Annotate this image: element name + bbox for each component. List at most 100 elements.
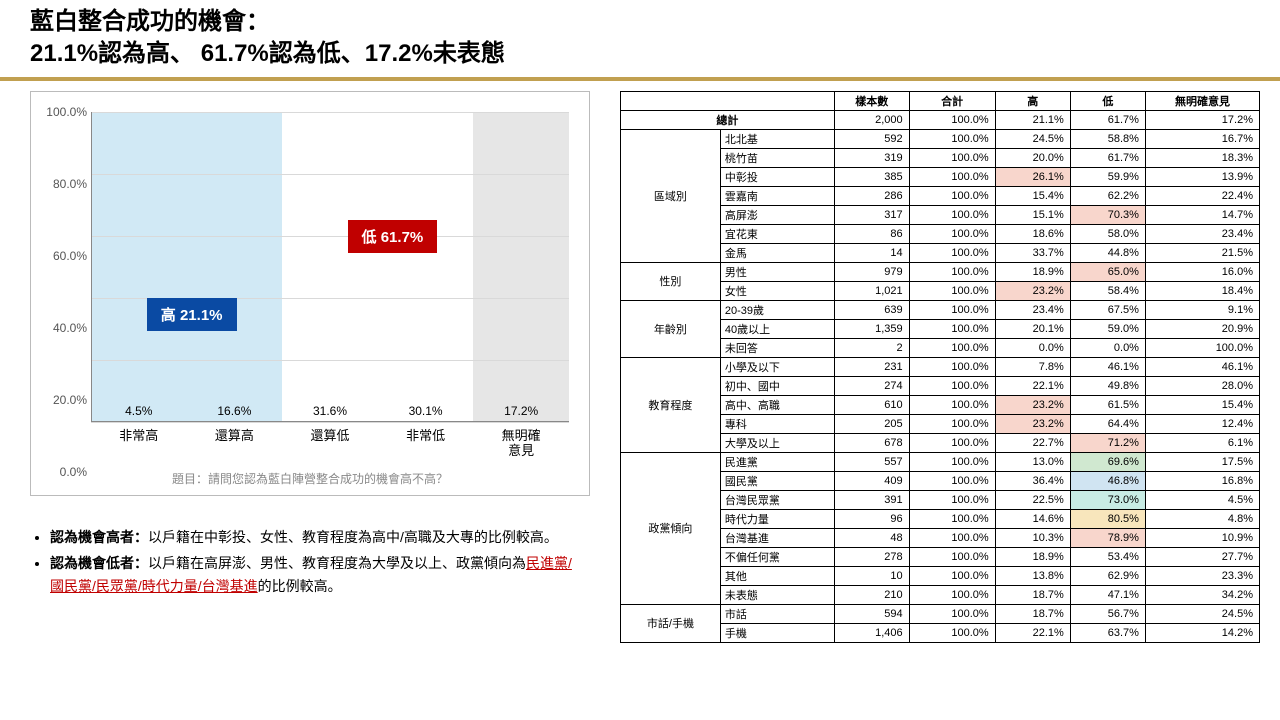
chart-caption: 題目：請問您認為藍白陣營整合成功的機會高不高？ (41, 462, 579, 489)
cell: 100.0% (909, 471, 995, 490)
row-label: 時代力量 (720, 509, 834, 528)
cell: 592 (834, 129, 909, 148)
cell: 100.0% (909, 433, 995, 452)
cell: 18.3% (1145, 148, 1259, 167)
y-tick: 100.0% (37, 105, 87, 119)
cell: 46.1% (1070, 357, 1145, 376)
cell: 59.0% (1070, 319, 1145, 338)
cell: 58.4% (1070, 281, 1145, 300)
cell: 100.0% (909, 604, 995, 623)
cell: 56.7% (1070, 604, 1145, 623)
cell: 61.5% (1070, 395, 1145, 414)
cell: 100.0% (909, 490, 995, 509)
group-label: 市話/手機 (621, 604, 721, 642)
bar-value-label: 16.6% (217, 404, 251, 418)
cell: 100.0% (909, 338, 995, 357)
cell: 210 (834, 585, 909, 604)
cell: 64.4% (1070, 414, 1145, 433)
cell: 100.0% (909, 528, 995, 547)
total-row-label: 總計 (621, 110, 835, 129)
cell: 100.0% (909, 148, 995, 167)
cell: 21.1% (995, 110, 1070, 129)
cell: 9.1% (1145, 300, 1259, 319)
cell: 48 (834, 528, 909, 547)
row-label: 初中、國中 (720, 376, 834, 395)
cell: 0.0% (995, 338, 1070, 357)
cell: 18.6% (995, 224, 1070, 243)
y-tick: 20.0% (37, 393, 87, 407)
x-category-label: 非常高 (91, 424, 187, 462)
cell: 86 (834, 224, 909, 243)
bullet-item: 認為機會低者：以戶籍在高屏澎、男性、教育程度為大學及以上、政黨傾向為民進黨/國民… (50, 552, 580, 597)
analysis-bullets: 認為機會高者：以戶籍在中彰投、女性、教育程度為高中/高職及大專的比例較高。認為機… (30, 510, 590, 597)
cell: 17.5% (1145, 452, 1259, 471)
row-label: 小學及以下 (720, 357, 834, 376)
cell: 100.0% (909, 357, 995, 376)
row-label: 桃竹苗 (720, 148, 834, 167)
row-label: 金馬 (720, 243, 834, 262)
cell: 7.8% (995, 357, 1070, 376)
cell: 26.1% (995, 167, 1070, 186)
cell: 27.7% (1145, 547, 1259, 566)
cell: 100.0% (909, 566, 995, 585)
cell: 391 (834, 490, 909, 509)
group-label: 性別 (621, 262, 721, 300)
cell: 62.9% (1070, 566, 1145, 585)
row-label: 男性 (720, 262, 834, 281)
y-tick: 60.0% (37, 249, 87, 263)
page-title: 藍白整合成功的機會： 21.1%認為高、 61.7%認為低、17.2%未表態 (0, 0, 1280, 75)
cell: 14 (834, 243, 909, 262)
cell: 23.2% (995, 281, 1070, 300)
cell: 24.5% (1145, 604, 1259, 623)
cell: 65.0% (1070, 262, 1145, 281)
cell: 100.0% (909, 262, 995, 281)
cell: 23.3% (1145, 566, 1259, 585)
cell: 100.0% (909, 376, 995, 395)
cell: 15.4% (995, 186, 1070, 205)
row-label: 國民黨 (720, 471, 834, 490)
chart-badge: 低 61.7% (348, 220, 438, 253)
col-header: 樣本數 (834, 91, 909, 110)
cell: 678 (834, 433, 909, 452)
cell: 639 (834, 300, 909, 319)
col-header: 高 (995, 91, 1070, 110)
cell: 71.2% (1070, 433, 1145, 452)
cell: 67.5% (1070, 300, 1145, 319)
row-label: 其他 (720, 566, 834, 585)
cell: 22.1% (995, 623, 1070, 642)
group-label: 年齡別 (621, 300, 721, 357)
cell: 100.0% (909, 110, 995, 129)
row-label: 不偏任何黨 (720, 547, 834, 566)
cell: 15.1% (995, 205, 1070, 224)
cell: 594 (834, 604, 909, 623)
x-category-label: 還算低 (282, 424, 378, 462)
row-label: 高中、高職 (720, 395, 834, 414)
cell: 1,406 (834, 623, 909, 642)
cell: 100.0% (1145, 338, 1259, 357)
cell: 6.1% (1145, 433, 1259, 452)
group-label: 政黨傾向 (621, 452, 721, 604)
row-label: 高屏澎 (720, 205, 834, 224)
cell: 100.0% (909, 547, 995, 566)
row-label: 中彰投 (720, 167, 834, 186)
cell: 100.0% (909, 395, 995, 414)
cell: 46.1% (1145, 357, 1259, 376)
cell: 205 (834, 414, 909, 433)
cell: 61.7% (1070, 148, 1145, 167)
cell: 17.2% (1145, 110, 1259, 129)
cell: 20.9% (1145, 319, 1259, 338)
cell: 16.8% (1145, 471, 1259, 490)
cell: 317 (834, 205, 909, 224)
cell: 58.0% (1070, 224, 1145, 243)
cell: 1,021 (834, 281, 909, 300)
title-line-1: 藍白整合成功的機會： (30, 6, 1250, 38)
cell: 36.4% (995, 471, 1070, 490)
cell: 14.2% (1145, 623, 1259, 642)
cell: 23.4% (995, 300, 1070, 319)
cell: 100.0% (909, 243, 995, 262)
cell: 100.0% (909, 623, 995, 642)
cell: 2 (834, 338, 909, 357)
cell: 15.4% (1145, 395, 1259, 414)
cell: 278 (834, 547, 909, 566)
row-label: 未回答 (720, 338, 834, 357)
